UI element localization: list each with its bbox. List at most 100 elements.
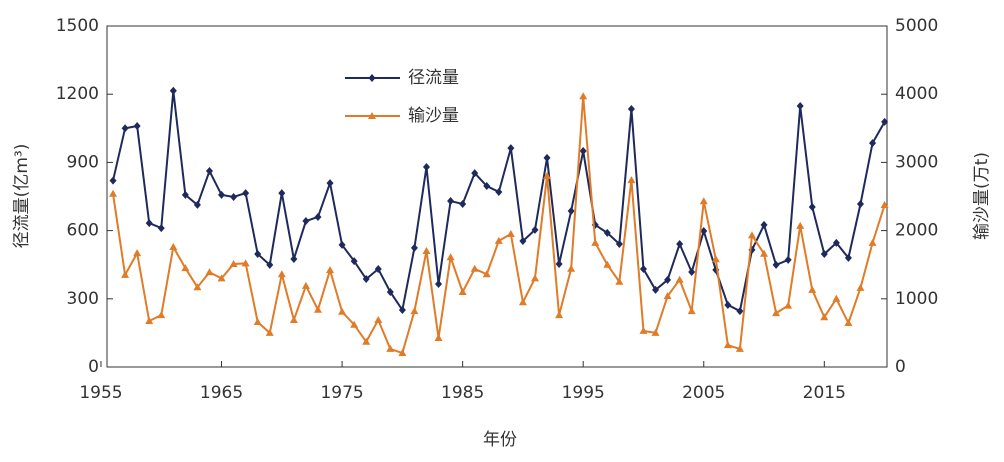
point [398,349,407,357]
point [338,240,346,249]
point [313,305,322,313]
x-axis-label: 年份 [483,430,517,450]
point [157,311,166,319]
point [435,280,443,289]
point [277,270,286,278]
point [869,139,877,148]
point [603,260,612,268]
point [543,172,552,180]
y-tick-label: 1500 [56,16,99,36]
point [675,275,684,283]
point [157,224,165,233]
point [760,220,768,229]
point [483,182,491,191]
point [193,200,201,209]
point [784,301,793,309]
point [422,162,430,171]
point [133,122,141,131]
point [242,189,250,198]
point [796,102,804,111]
point [145,316,154,324]
point [615,240,623,249]
point [820,313,829,321]
point [205,268,214,276]
x-tick-label: 1965 [200,383,243,403]
point [772,260,780,269]
point [350,320,359,328]
point [495,187,503,196]
point [205,167,213,176]
point [820,250,828,259]
legend-label: 径流量 [408,68,459,88]
point [241,259,250,267]
point [627,104,635,113]
point [579,92,588,100]
x-tick-label: 1985 [441,383,484,403]
point [567,207,575,216]
point [145,219,153,228]
point [555,311,564,319]
y2-tick-label: 5000 [895,16,938,36]
point [881,117,889,126]
point [808,202,816,211]
point [181,264,190,272]
point [615,277,624,285]
y-tick-label: 0 [88,357,99,377]
point [494,236,503,244]
point [735,344,744,352]
point [229,260,238,268]
y-axis-label: 径流量(亿m³) [12,144,32,249]
point [290,255,298,264]
y2-tick-label: 0 [895,357,906,377]
y-tick-label: 300 [67,289,99,309]
point [555,260,563,269]
point [868,238,877,246]
series-line [112,96,886,355]
x-tick-label: 2005 [682,383,725,403]
point [410,307,419,315]
point [230,192,238,201]
point [687,307,696,315]
point [218,190,226,199]
point [736,307,744,316]
point [169,86,177,95]
point [880,201,889,209]
point [362,337,371,345]
point [652,285,660,294]
point [301,281,310,289]
point [121,270,130,278]
point [664,275,672,284]
point [844,319,853,327]
point [278,189,286,198]
x-tick-label: 1955 [79,383,122,403]
point [543,153,551,162]
point [265,328,274,336]
point [832,238,840,247]
point [368,112,376,119]
point [760,249,769,257]
point [326,266,335,274]
point [253,317,262,325]
point [362,275,370,284]
y2-axis-label: 输沙量(万t) [972,152,992,240]
point [447,197,455,206]
point [711,255,720,263]
y-tick-label: 1200 [56,84,99,104]
x-tick-label: 2015 [803,383,846,403]
point [109,189,118,197]
point [808,285,817,293]
point [688,267,696,276]
point [410,243,418,252]
point [639,326,648,334]
point [434,334,443,342]
point [169,242,178,250]
point [567,264,576,272]
point [133,249,142,257]
point [518,298,527,306]
y2-tick-label: 3000 [895,152,938,172]
y-tick-label: 900 [67,152,99,172]
y2-tick-label: 1000 [895,289,938,309]
point [350,257,358,266]
point [289,315,298,323]
point [374,315,383,323]
